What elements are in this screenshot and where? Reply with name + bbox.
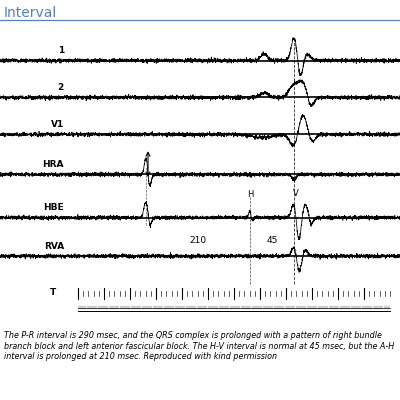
Text: 2: 2 xyxy=(58,83,64,92)
Text: HBE: HBE xyxy=(43,203,64,212)
Text: V1: V1 xyxy=(51,120,64,129)
Text: 45: 45 xyxy=(266,236,278,245)
Text: HRA: HRA xyxy=(42,160,64,169)
Text: T: T xyxy=(50,288,56,297)
Text: H: H xyxy=(247,190,253,199)
Text: 210: 210 xyxy=(190,236,206,245)
Text: V: V xyxy=(293,188,299,198)
Text: Interval: Interval xyxy=(4,6,57,20)
Text: RVA: RVA xyxy=(44,242,64,250)
Text: 1: 1 xyxy=(58,46,64,55)
Text: The P-R interval is 290 msec, and the QRS complex is prolonged with a pattern of: The P-R interval is 290 msec, and the QR… xyxy=(4,331,394,361)
